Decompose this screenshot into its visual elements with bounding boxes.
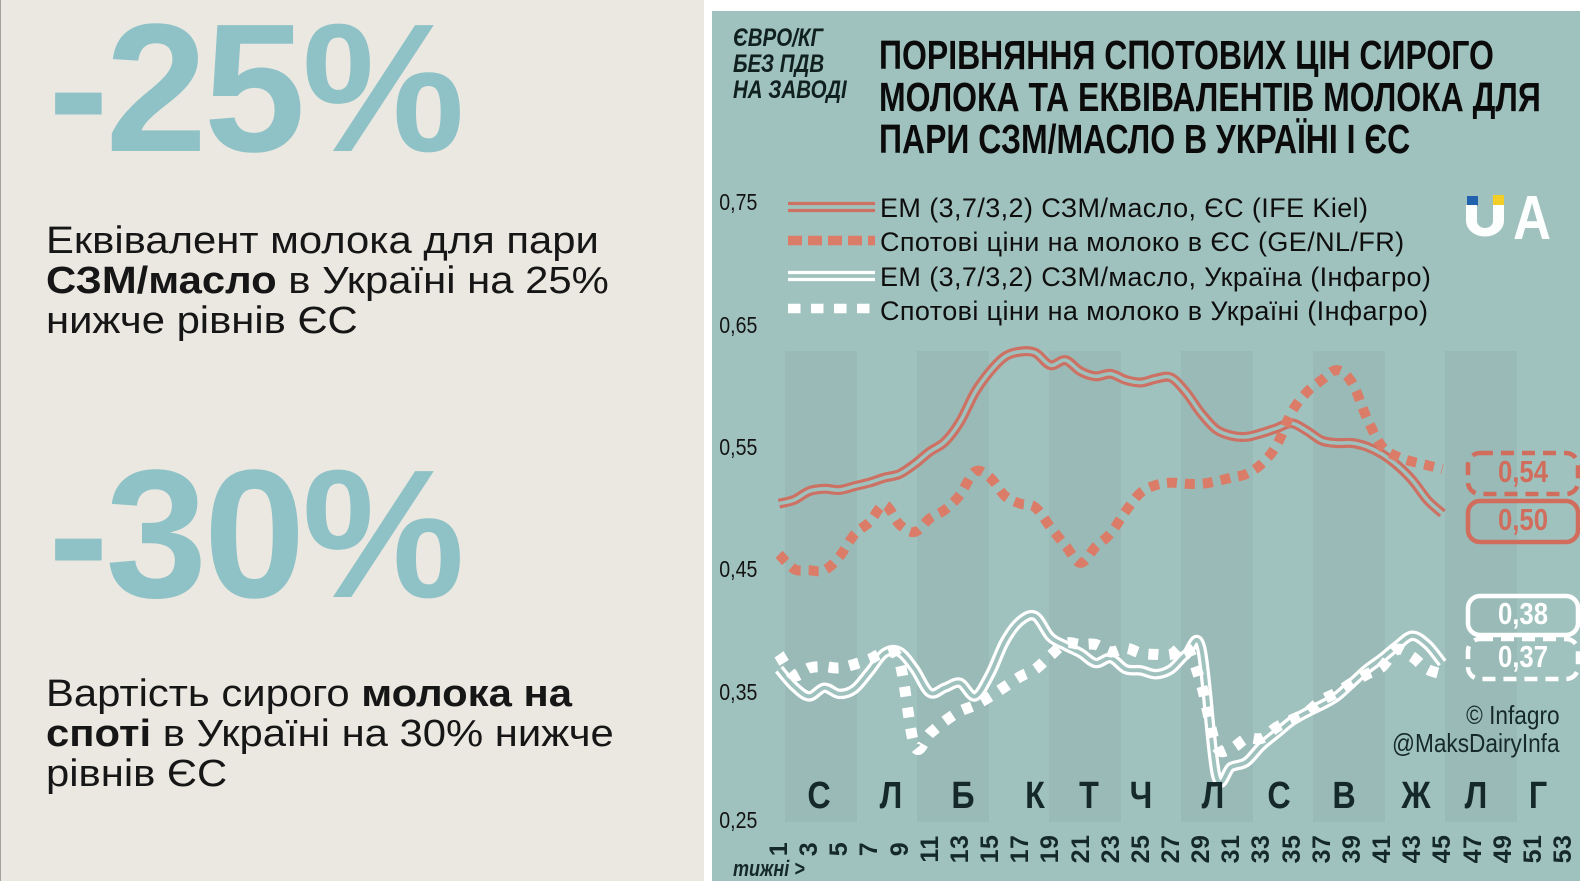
svg-text:A: A xyxy=(1513,191,1551,253)
